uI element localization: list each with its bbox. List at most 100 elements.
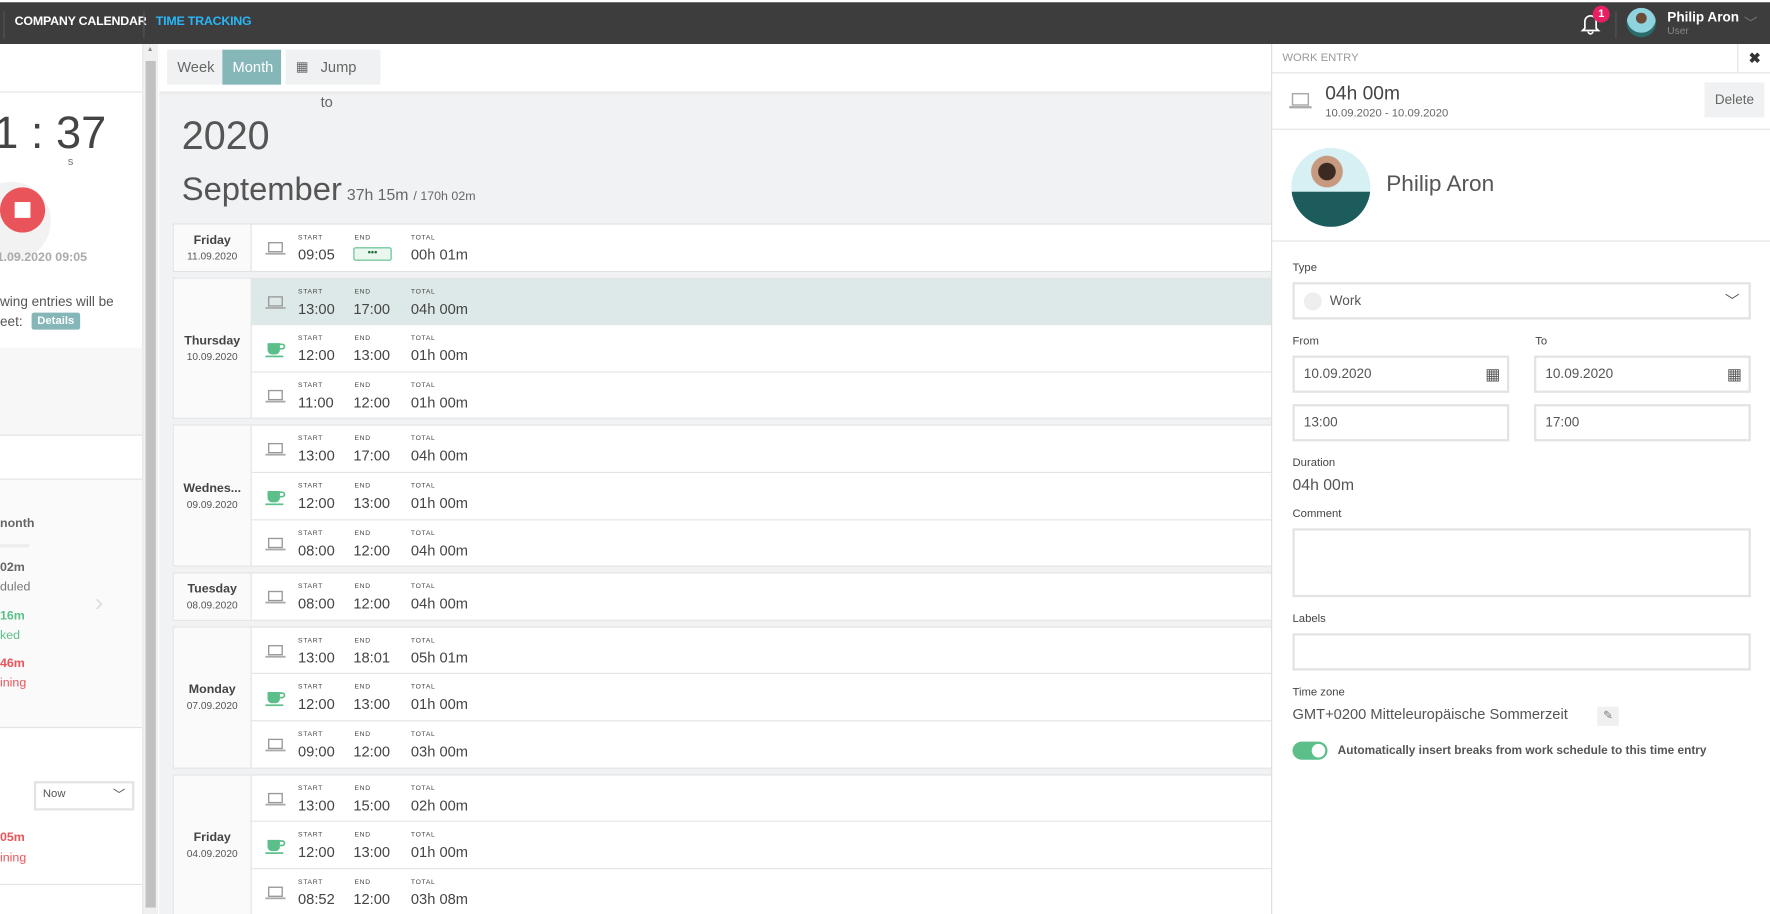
laptop-icon xyxy=(265,738,286,758)
entry-end: 13:00 xyxy=(353,695,391,713)
time-entry-row[interactable]: START END TOTAL 09:05 ••• 00h 01m xyxy=(252,225,1271,272)
period-remaining-value: 05m xyxy=(0,830,25,845)
end-caption: END xyxy=(354,382,371,390)
entry-end: 17:00 xyxy=(353,299,391,317)
start-caption: START xyxy=(298,288,323,296)
entry-end: 12:00 xyxy=(353,890,391,908)
day-label: Friday 11.09.2020 xyxy=(173,224,252,271)
from-time-input[interactable]: 13:00 xyxy=(1292,404,1510,442)
day-name: Tuesday xyxy=(187,582,237,597)
avatar[interactable] xyxy=(1626,7,1656,38)
entry-start: 08:00 xyxy=(298,541,335,559)
delete-button[interactable]: Delete xyxy=(1704,82,1765,118)
timesheet-main: Week Month ▦ Jump to 2020 September 37h … xyxy=(159,44,1272,914)
calendar-icon[interactable]: ▦ xyxy=(1726,364,1742,383)
end-caption: END xyxy=(354,288,371,296)
chevron-down-icon: ﹀ xyxy=(1724,292,1740,310)
to-date-input[interactable]: 10.09.2020 ▦ xyxy=(1534,355,1751,393)
time-entry-row[interactable]: START END TOTAL 12:00 13:00 01h 00m xyxy=(251,325,1272,373)
entry-start: 13:00 xyxy=(298,648,335,666)
month-heading: September 37h 15m / 170h 02m xyxy=(182,172,476,209)
time-entry-row[interactable]: START END TOTAL 13:00 15:00 02h 00m xyxy=(251,775,1272,822)
entry-total: 02h 00m xyxy=(410,796,469,814)
day-name: Friday xyxy=(193,233,231,247)
details-button[interactable]: Details xyxy=(31,312,80,330)
entry-total: 01h 00m xyxy=(410,346,469,364)
user-name[interactable]: Philip Aron xyxy=(1667,9,1740,25)
labels-input[interactable] xyxy=(1292,633,1751,671)
start-caption: START xyxy=(298,382,323,390)
type-label: Type xyxy=(1292,261,1317,275)
time-entry-row[interactable]: START END TOTAL 13:00 17:00 04h 00m xyxy=(251,426,1272,473)
entry-total: 04h 00m xyxy=(410,447,469,465)
running-indicator: ••• xyxy=(353,247,392,261)
end-caption: END xyxy=(354,583,371,591)
jump-to-label: Jump to xyxy=(320,58,357,111)
to-time-input[interactable]: 17:00 xyxy=(1534,404,1751,442)
period-remaining-label: ining xyxy=(0,851,27,865)
month-tab[interactable]: Month xyxy=(222,49,282,85)
close-icon[interactable]: ✖ xyxy=(1737,44,1770,74)
scrollbar[interactable]: ▲ xyxy=(143,44,159,914)
entry-start: 08:52 xyxy=(298,890,335,908)
entry-duration: 04h 00m xyxy=(1325,82,1400,104)
time-entry-row[interactable]: START END TOTAL 08:52 12:00 03h 08m xyxy=(252,869,1271,914)
from-date-input[interactable]: 10.09.2020 ▦ xyxy=(1292,355,1510,393)
end-caption: END xyxy=(354,785,371,792)
total-caption: TOTAL xyxy=(410,832,436,839)
entry-total: 01h 00m xyxy=(410,494,469,512)
time-entry-row[interactable]: START END TOTAL 13:00 17:00 04h 00m xyxy=(251,278,1272,326)
time-entry-row[interactable]: START END TOTAL 08:00 12:00 04h 00m xyxy=(252,520,1271,567)
chevron-down-icon: ﹀ xyxy=(112,789,126,803)
week-tab[interactable]: Week xyxy=(167,49,223,85)
comment-textarea[interactable] xyxy=(1292,528,1751,598)
entry-start: 12:00 xyxy=(298,843,335,861)
jump-to-button[interactable]: ▦ Jump to xyxy=(285,49,381,111)
total-caption: TOTAL xyxy=(410,684,436,692)
day-date: 09.09.2020 xyxy=(186,498,238,510)
time-entry-row[interactable]: START END TOTAL 12:00 13:00 01h 00m xyxy=(251,822,1272,869)
nav-time-tracking[interactable]: TIME TRACKING xyxy=(155,14,252,29)
view-toolbar: Week Month ▦ Jump to xyxy=(159,44,1272,111)
time-entry-row[interactable]: START END TOTAL 09:00 12:00 03h 00m xyxy=(252,721,1271,768)
coffee-cup-icon xyxy=(265,839,286,860)
laptop-icon xyxy=(265,886,286,906)
entry-total: 01h 00m xyxy=(410,695,469,713)
start-caption: START xyxy=(298,684,323,692)
calendar-icon[interactable]: ▦ xyxy=(1485,364,1501,383)
time-entry-row[interactable]: START END TOTAL 13:00 18:01 05h 01m xyxy=(251,627,1272,675)
chevron-right-icon[interactable]: › xyxy=(94,588,104,617)
to-label: To xyxy=(1535,335,1548,348)
time-entry-row[interactable]: START END TOTAL 11:00 12:00 01h 00m xyxy=(252,372,1271,419)
from-label: From xyxy=(1292,335,1319,348)
end-caption: END xyxy=(354,832,371,839)
month-summary-title: nonth xyxy=(0,517,35,531)
entry-end: 12:00 xyxy=(353,595,391,613)
total-caption: TOTAL xyxy=(410,583,436,591)
stop-timer-button[interactable] xyxy=(0,187,46,233)
nav-company-calendar[interactable]: COMPANY CALENDAR xyxy=(14,14,147,29)
time-entry-row[interactable]: START END TOTAL 08:00 12:00 04h 00m xyxy=(252,574,1271,621)
top-navbar: COMPANY CALENDAR TIME TRACKING 1 Philip … xyxy=(0,0,1770,45)
time-entry-row[interactable]: START END TOTAL 12:00 13:00 01h 00m xyxy=(251,473,1272,520)
auto-breaks-toggle[interactable] xyxy=(1292,741,1328,760)
day-label: Thursday 10.09.2020 xyxy=(173,278,252,419)
day-date: 11.09.2020 xyxy=(187,250,238,262)
type-value: Work xyxy=(1329,292,1362,309)
edit-pencil-icon[interactable]: ✎ xyxy=(1597,706,1619,726)
entry-start: 12:00 xyxy=(298,494,335,512)
laptop-icon xyxy=(265,591,286,611)
total-caption: TOTAL xyxy=(410,288,436,296)
entry-total: 05h 01m xyxy=(410,648,469,666)
end-caption: END xyxy=(354,530,371,537)
period-select[interactable]: Now ﹀ xyxy=(33,781,135,811)
month-name: September xyxy=(181,171,342,208)
day-date: 07.09.2020 xyxy=(186,700,238,712)
chevron-down-icon[interactable]: ﹀ xyxy=(1744,15,1758,32)
end-caption: END xyxy=(354,483,371,490)
start-caption: START xyxy=(298,832,323,839)
laptop-icon xyxy=(265,537,286,557)
type-select[interactable]: Work ﹀ xyxy=(1292,282,1751,320)
time-entry-row[interactable]: START END TOTAL 12:00 13:00 01h 00m xyxy=(251,674,1272,722)
year-heading: 2020 xyxy=(181,114,270,159)
